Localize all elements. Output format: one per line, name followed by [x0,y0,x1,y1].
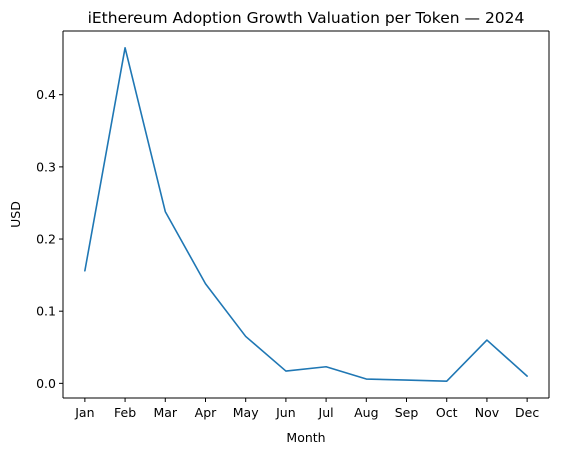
y-tick-label: 0.1 [36,304,56,319]
x-tick-label: Sep [395,405,419,420]
x-axis-label: Month [286,430,325,445]
y-tick-label: 0.0 [36,376,56,391]
x-tick-label: Dec [515,405,539,420]
y-axis-label: USD [8,201,23,228]
series-line [84,47,528,382]
x-axis-ticks: Jan Feb Mar Apr May Jun Jul Aug Sep Oct Nov Dec [74,398,539,420]
x-tick-label: May [233,405,259,420]
y-tick-label: 0.2 [36,232,56,247]
y-tick-label: 0.4 [36,87,56,102]
x-tick-label: Apr [195,405,217,420]
chart-title: iEthereum Adoption Growth Valuation per … [88,9,525,27]
series-group [84,47,528,382]
y-axis-ticks: 0.0 0.1 0.2 0.3 0.4 [36,87,63,391]
x-tick-label: Jun [275,405,296,420]
y-tick-label: 0.3 [36,159,56,174]
x-tick-label: Nov [475,405,500,420]
x-tick-label: Feb [114,405,136,420]
plot-area [62,30,550,399]
x-tick-label: Aug [354,405,378,420]
x-tick-label: Oct [436,405,458,420]
x-tick-label: Jan [74,405,94,420]
x-tick-label: Mar [153,405,177,420]
x-tick-label: Jul [318,405,334,420]
